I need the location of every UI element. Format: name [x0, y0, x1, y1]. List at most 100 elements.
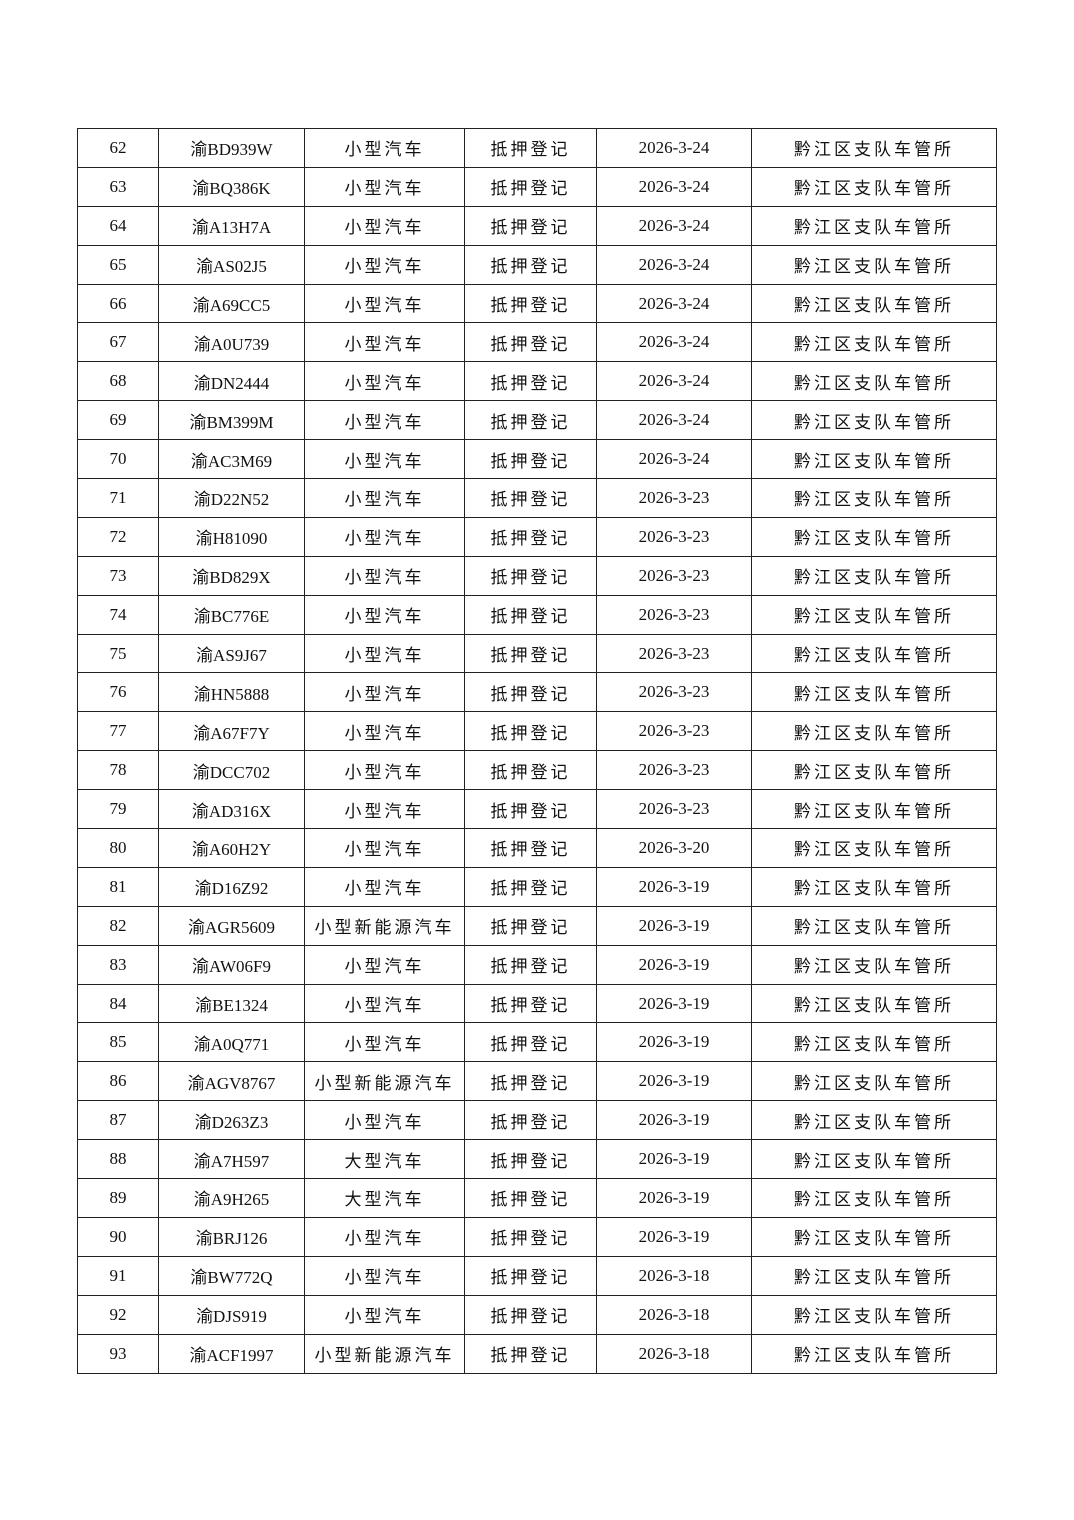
cell-business-type: 抵押登记	[464, 672, 597, 713]
cell-row-number: 77	[77, 711, 159, 752]
cell-vehicle-type: 小型汽车	[304, 789, 465, 830]
cell-plate-number: 渝D22N52	[158, 478, 305, 518]
table-row: 84 渝BE1324 小型汽车 抵押登记 2026-3-19 黔江区支队车管所	[77, 983, 997, 1024]
cell-vehicle-type: 小型汽车	[304, 205, 465, 246]
cell-date: 2026-3-24	[596, 400, 752, 441]
cell-office: 黔江区支队车管所	[751, 1255, 997, 1296]
cell-plate-number: 渝A69CC5	[158, 283, 305, 324]
cell-date: 2026-3-24	[596, 166, 752, 207]
cell-business-type: 抵押登记	[464, 439, 597, 480]
cell-row-number: 90	[77, 1216, 159, 1257]
cell-row-number: 83	[77, 944, 159, 985]
cell-vehicle-type: 小型汽车	[304, 166, 465, 207]
cell-row-number: 63	[77, 166, 159, 207]
table-row: 65 渝AS02J5 小型汽车 抵押登记 2026-3-24 黔江区支队车管所	[77, 244, 997, 285]
cell-date: 2026-3-19	[596, 1178, 752, 1218]
cell-row-number: 81	[77, 866, 159, 907]
table-row: 82 渝AGR5609 小型新能源汽车 抵押登记 2026-3-19 黔江区支队车管所	[77, 905, 997, 946]
cell-date: 2026-3-18	[596, 1333, 752, 1374]
cell-date: 2026-3-19	[596, 1022, 752, 1063]
cell-vehicle-type: 小型汽车	[304, 750, 465, 791]
cell-row-number: 89	[77, 1178, 159, 1218]
cell-row-number: 67	[77, 322, 159, 363]
cell-vehicle-type: 小型汽车	[304, 516, 465, 557]
cell-row-number: 87	[77, 1100, 159, 1141]
cell-office: 黔江区支队车管所	[751, 1022, 997, 1063]
cell-business-type: 抵押登记	[464, 516, 597, 557]
cell-business-type: 抵押登记	[464, 478, 597, 518]
cell-office: 黔江区支队车管所	[751, 944, 997, 985]
cell-office: 黔江区支队车管所	[751, 478, 997, 518]
table-row: 77 渝A67F7Y 小型汽车 抵押登记 2026-3-23 黔江区支队车管所	[77, 711, 997, 752]
table-row: 92 渝DJS919 小型汽车 抵押登记 2026-3-18 黔江区支队车管所	[77, 1294, 997, 1335]
cell-vehicle-type: 大型汽车	[304, 1139, 465, 1180]
cell-plate-number: 渝A7H597	[158, 1139, 305, 1180]
cell-date: 2026-3-24	[596, 439, 752, 480]
vehicle-registration-table: 62 渝BD939W 小型汽车 抵押登记 2026-3-24 黔江区支队车管所 63 渝BQ3…	[77, 128, 997, 1374]
cell-office: 黔江区支队车管所	[751, 516, 997, 557]
cell-date: 2026-3-23	[596, 633, 752, 674]
cell-business-type: 抵押登记	[464, 400, 597, 441]
cell-business-type: 抵押登记	[464, 905, 597, 946]
table-row: 73 渝BD829X 小型汽车 抵押登记 2026-3-23 黔江区支队车管所	[77, 555, 997, 596]
cell-office: 黔江区支队车管所	[751, 594, 997, 635]
cell-vehicle-type: 小型新能源汽车	[304, 1333, 465, 1374]
cell-office: 黔江区支队车管所	[751, 750, 997, 791]
cell-plate-number: 渝AS02J5	[158, 244, 305, 285]
cell-vehicle-type: 小型汽车	[304, 672, 465, 713]
cell-date: 2026-3-19	[596, 1139, 752, 1180]
cell-business-type: 抵押登记	[464, 750, 597, 791]
cell-office: 黔江区支队车管所	[751, 283, 997, 324]
table-row: 64 渝A13H7A 小型汽车 抵押登记 2026-3-24 黔江区支队车管所	[77, 205, 997, 246]
table-row: 81 渝D16Z92 小型汽车 抵押登记 2026-3-19 黔江区支队车管所	[77, 866, 997, 907]
cell-office: 黔江区支队车管所	[751, 905, 997, 946]
cell-date: 2026-3-24	[596, 128, 752, 168]
cell-vehicle-type: 小型汽车	[304, 983, 465, 1024]
table-row: 69 渝BM399M 小型汽车 抵押登记 2026-3-24 黔江区支队车管所	[77, 400, 997, 441]
cell-business-type: 抵押登记	[464, 983, 597, 1024]
cell-plate-number: 渝BW772Q	[158, 1255, 305, 1296]
table-row: 71 渝D22N52 小型汽车 抵押登记 2026-3-23 黔江区支队车管所	[77, 478, 997, 518]
cell-row-number: 88	[77, 1139, 159, 1180]
cell-business-type: 抵押登记	[464, 283, 597, 324]
cell-business-type: 抵押登记	[464, 166, 597, 207]
cell-date: 2026-3-23	[596, 594, 752, 635]
cell-vehicle-type: 小型汽车	[304, 1100, 465, 1141]
cell-vehicle-type: 小型汽车	[304, 400, 465, 441]
table-row: 63 渝BQ386K 小型汽车 抵押登记 2026-3-24 黔江区支队车管所	[77, 166, 997, 207]
cell-row-number: 78	[77, 750, 159, 791]
cell-office: 黔江区支队车管所	[751, 672, 997, 713]
table-row: 79 渝AD316X 小型汽车 抵押登记 2026-3-23 黔江区支队车管所	[77, 789, 997, 830]
cell-vehicle-type: 小型汽车	[304, 594, 465, 635]
cell-office: 黔江区支队车管所	[751, 361, 997, 402]
table-row: 62 渝BD939W 小型汽车 抵押登记 2026-3-24 黔江区支队车管所	[77, 128, 997, 168]
cell-office: 黔江区支队车管所	[751, 166, 997, 207]
cell-vehicle-type: 小型汽车	[304, 128, 465, 168]
cell-business-type: 抵押登记	[464, 789, 597, 830]
cell-vehicle-type: 小型汽车	[304, 478, 465, 518]
cell-date: 2026-3-19	[596, 1216, 752, 1257]
cell-plate-number: 渝BC776E	[158, 594, 305, 635]
cell-vehicle-type: 小型汽车	[304, 1216, 465, 1257]
cell-plate-number: 渝AS9J67	[158, 633, 305, 674]
table-row: 72 渝H81090 小型汽车 抵押登记 2026-3-23 黔江区支队车管所	[77, 516, 997, 557]
cell-office: 黔江区支队车管所	[751, 1216, 997, 1257]
cell-vehicle-type: 小型汽车	[304, 944, 465, 985]
cell-vehicle-type: 小型汽车	[304, 1022, 465, 1063]
cell-plate-number: 渝AC3M69	[158, 439, 305, 480]
cell-plate-number: 渝BQ386K	[158, 166, 305, 207]
cell-row-number: 92	[77, 1294, 159, 1335]
cell-date: 2026-3-19	[596, 1100, 752, 1141]
cell-business-type: 抵押登记	[464, 555, 597, 596]
cell-business-type: 抵押登记	[464, 244, 597, 285]
table-row: 74 渝BC776E 小型汽车 抵押登记 2026-3-23 黔江区支队车管所	[77, 594, 997, 635]
cell-vehicle-type: 小型汽车	[304, 555, 465, 596]
cell-date: 2026-3-24	[596, 322, 752, 363]
cell-date: 2026-3-19	[596, 866, 752, 907]
table-row: 85 渝A0Q771 小型汽车 抵押登记 2026-3-19 黔江区支队车管所	[77, 1022, 997, 1063]
cell-business-type: 抵押登记	[464, 1333, 597, 1374]
cell-plate-number: 渝AGR5609	[158, 905, 305, 946]
cell-plate-number: 渝A13H7A	[158, 205, 305, 246]
cell-business-type: 抵押登记	[464, 828, 597, 868]
cell-business-type: 抵押登记	[464, 1139, 597, 1180]
